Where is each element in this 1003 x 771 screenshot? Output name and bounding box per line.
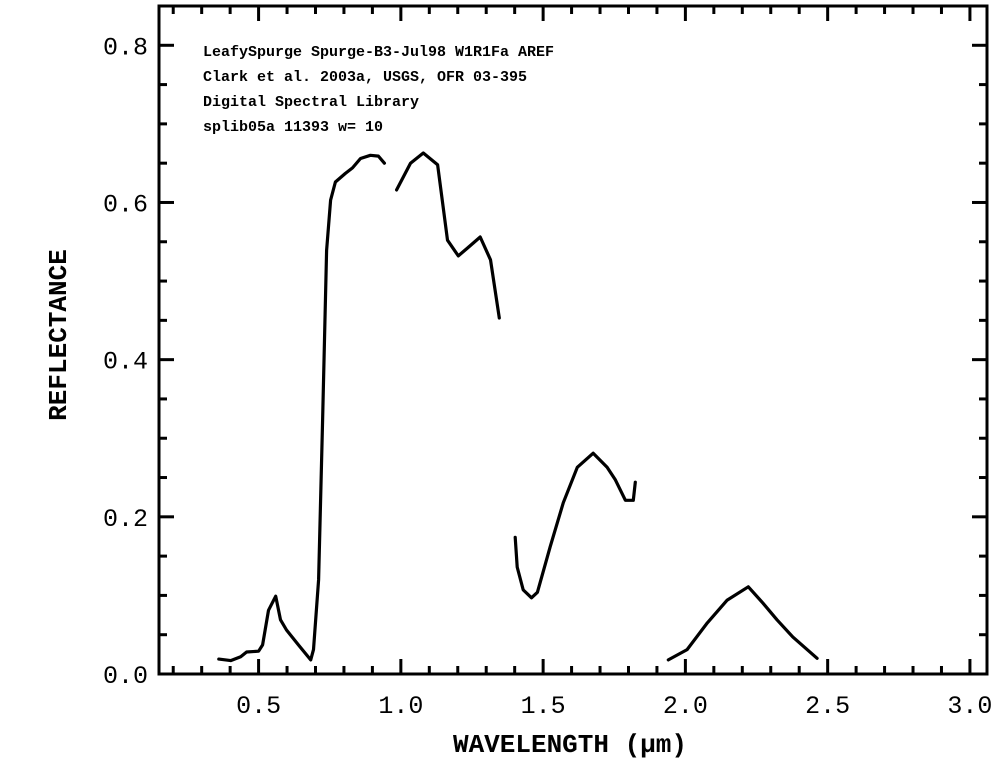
- annotation-line-3: Digital Spectral Library: [203, 94, 419, 111]
- annotation-line-1: LeafySpurge Spurge-B3-Jul98 W1R1Fa AREF: [203, 44, 554, 61]
- spectrum-segment-4: [666, 585, 819, 662]
- spectrum-segment-3: [513, 451, 637, 600]
- annotation-block: LeafySpurge Spurge-B3-Jul98 W1R1Fa AREF …: [203, 44, 554, 136]
- y-tick-label: 0.0: [103, 662, 148, 691]
- y-tick-label: 0.2: [103, 505, 148, 534]
- y-tick-label: 0.6: [103, 190, 148, 219]
- x-tick-label: 1.0: [378, 692, 423, 721]
- x-tick-label: 2.5: [805, 692, 850, 721]
- y-tick-label: 0.4: [103, 348, 148, 377]
- annotation-line-2: Clark et al. 2003a, USGS, OFR 03-395: [203, 69, 527, 86]
- annotation-line-4: splib05a 11393 w= 10: [203, 119, 383, 136]
- spectrum-segment-1: [217, 153, 386, 663]
- x-tick-label: 1.5: [521, 692, 566, 721]
- y-axis-label: REFLECTANCE: [44, 249, 74, 421]
- spectrum-lines: [217, 151, 819, 663]
- x-tick-label: 3.0: [947, 692, 992, 721]
- x-tick-labels: 0.5 1.0 1.5 2.0 2.5 3.0: [236, 692, 992, 721]
- x-tick-label: 0.5: [236, 692, 281, 721]
- spectrum-segment-2: [395, 151, 501, 320]
- y-tick-labels: 0.0 0.2 0.4 0.6 0.8: [103, 33, 148, 691]
- y-tick-label: 0.8: [103, 33, 148, 62]
- x-tick-label: 2.0: [663, 692, 708, 721]
- plot-frame: [157, 4, 989, 676]
- x-axis-label: WAVELENGTH (µm): [453, 730, 687, 760]
